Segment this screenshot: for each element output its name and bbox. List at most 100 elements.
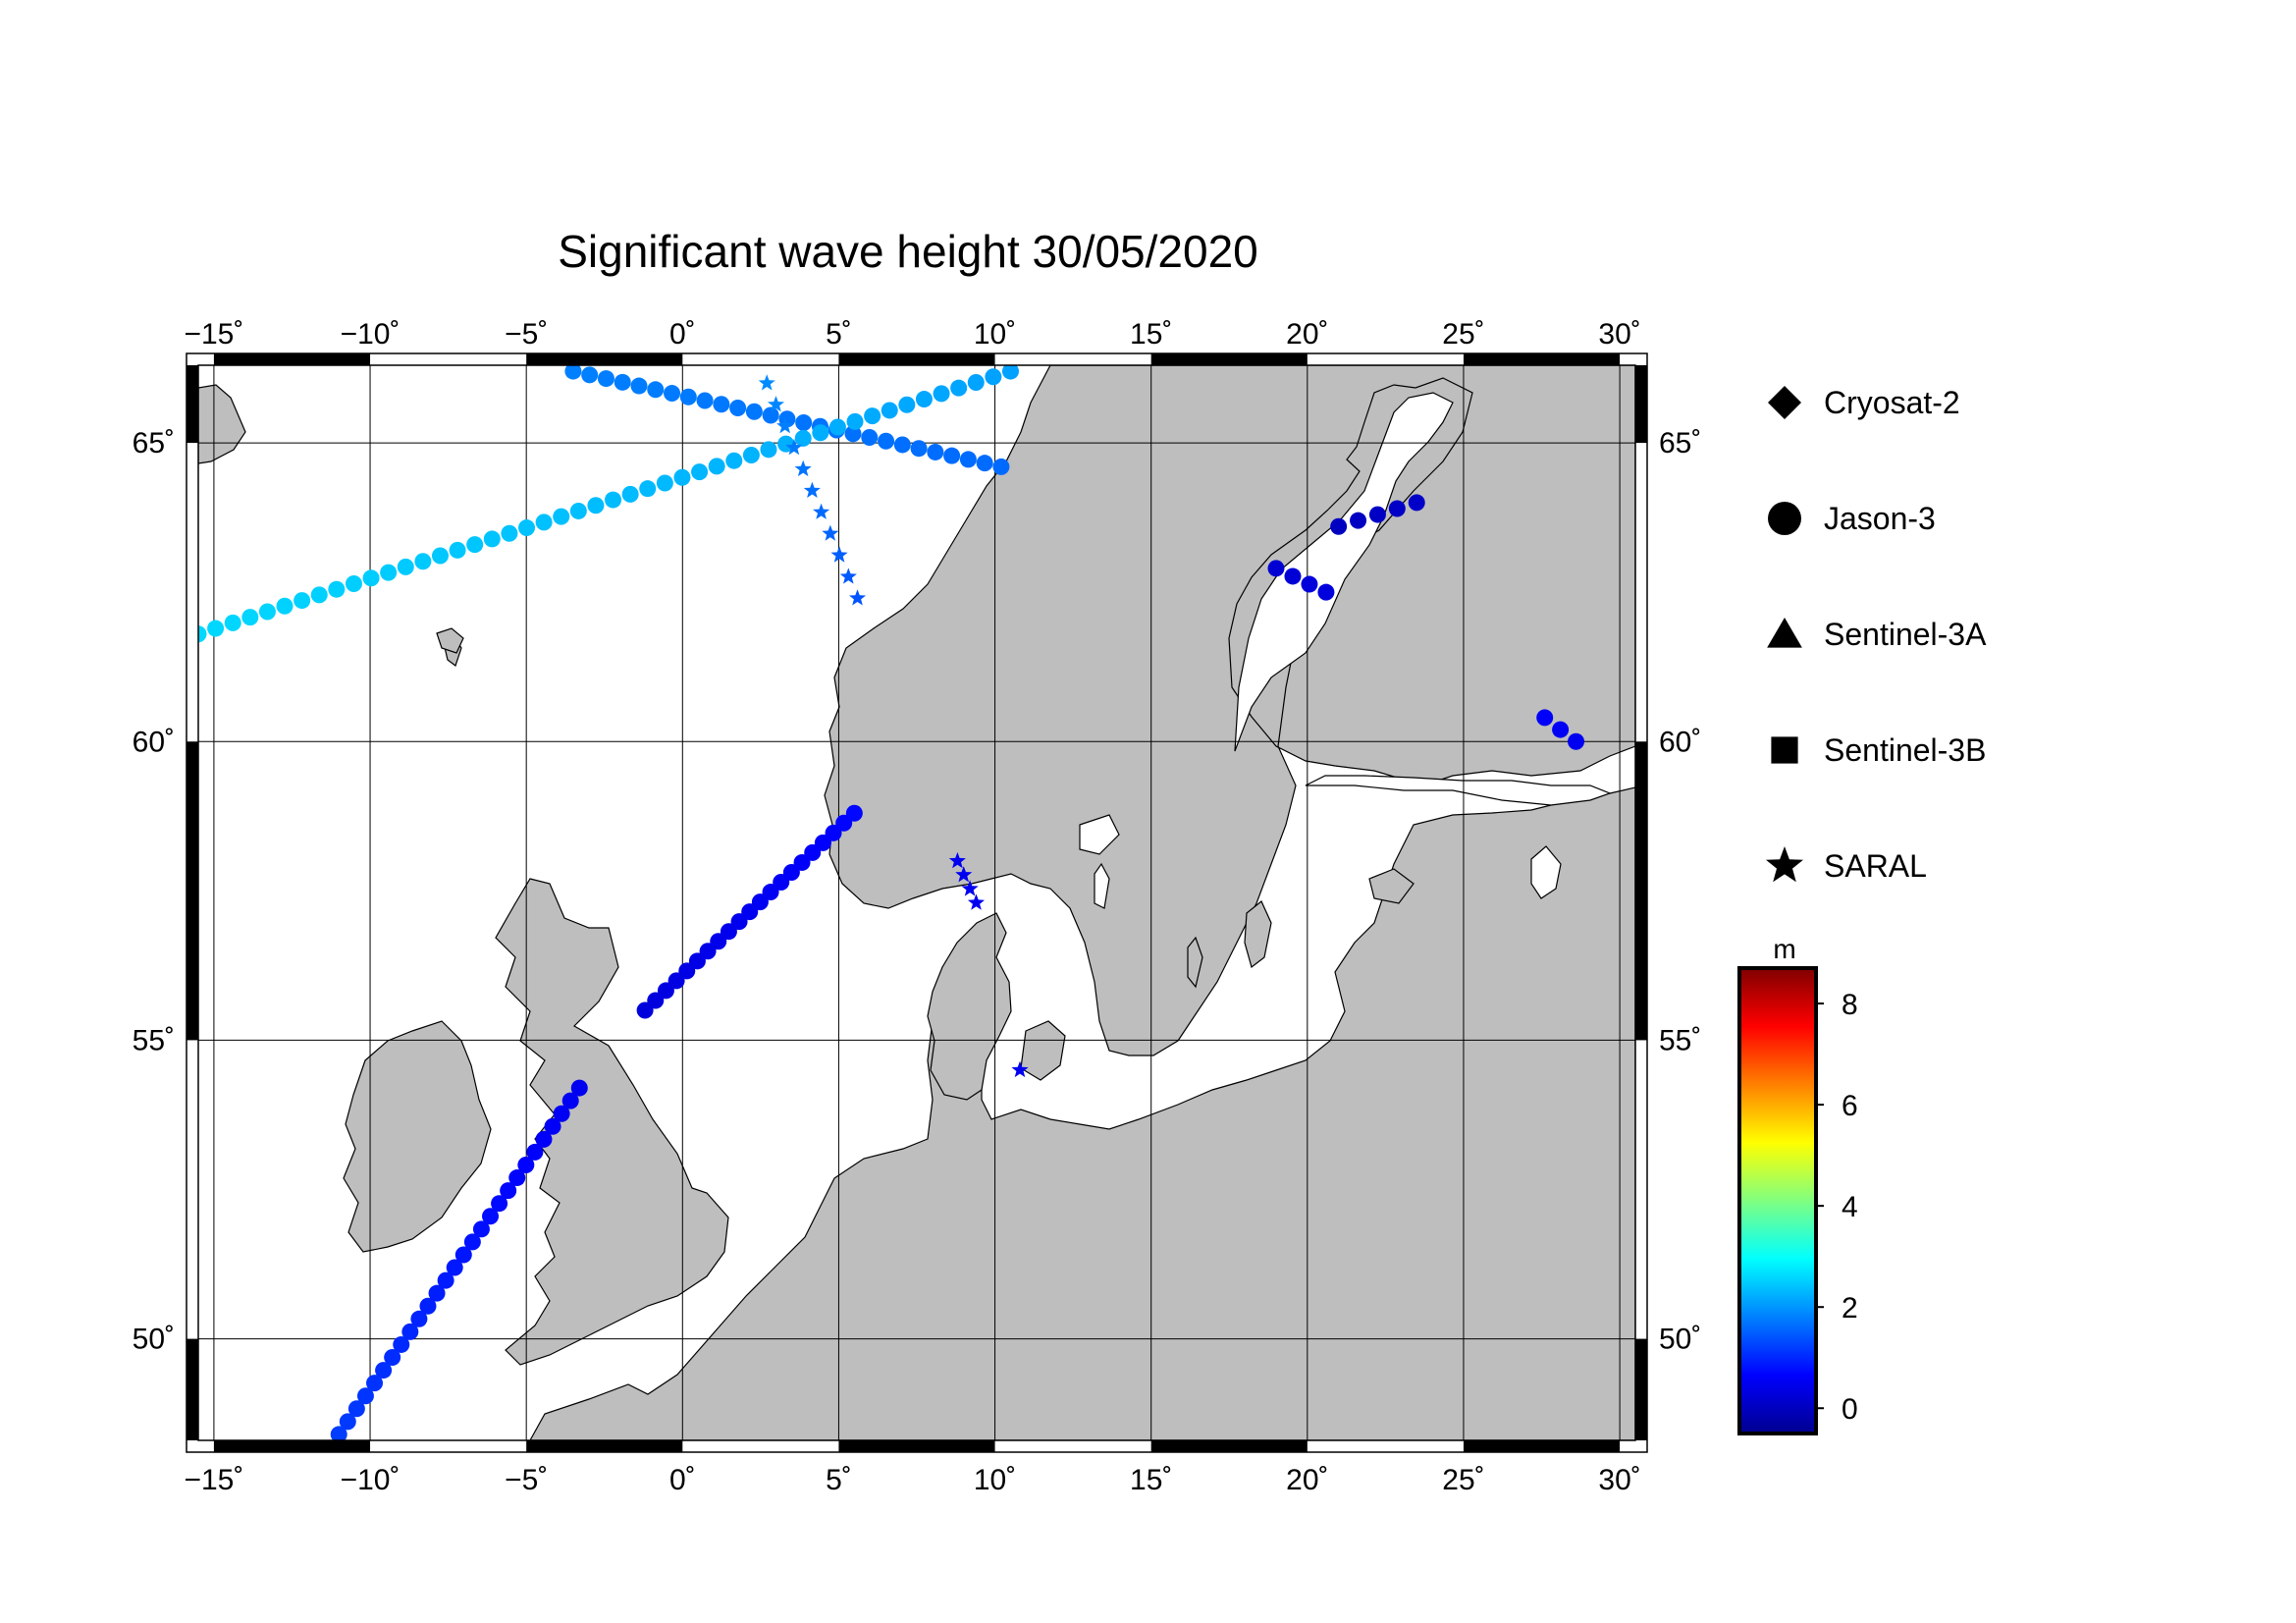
track-point-jason-3 xyxy=(760,441,777,459)
track-point-jason-3 xyxy=(864,407,881,425)
lat-tick-label-right: 55˚ xyxy=(1659,1024,1701,1056)
track-point-jason-3 xyxy=(483,530,501,548)
lon-tick-label-top: −5˚ xyxy=(505,318,548,351)
track-point-jason-3 xyxy=(630,377,648,395)
frame-bar-left xyxy=(187,1338,198,1440)
track-point-jason-3 xyxy=(384,1349,401,1367)
frame-bar-right xyxy=(1635,1338,1647,1440)
track-point-jason-3 xyxy=(967,373,985,391)
gulf-of-finland xyxy=(1305,775,1612,806)
track-point-jason-3 xyxy=(1408,494,1425,512)
colorbar-tick-label: 2 xyxy=(1842,1292,1858,1325)
track-point-saral xyxy=(961,880,979,896)
colorbar-gradient xyxy=(1737,966,1818,1435)
lon-tick-label-bottom: −10˚ xyxy=(341,1464,400,1496)
lake-vattern xyxy=(1094,862,1110,909)
track-point-jason-3 xyxy=(647,381,665,399)
track-point-jason-3 xyxy=(330,1426,347,1440)
track-point-saral xyxy=(967,893,985,910)
track-point-jason-3 xyxy=(636,1001,654,1019)
track-point-jason-3 xyxy=(1552,721,1570,738)
track-point-jason-3 xyxy=(915,391,933,408)
track-point-jason-3 xyxy=(397,558,414,575)
track-point-jason-3 xyxy=(446,1259,463,1276)
track-point-jason-3 xyxy=(656,474,673,492)
track-point-jason-3 xyxy=(362,569,380,587)
land-ireland xyxy=(343,1020,492,1253)
track-point-jason-3 xyxy=(825,824,842,841)
track-point-jason-3 xyxy=(679,388,697,406)
track-point-jason-3 xyxy=(795,413,813,431)
track-point-jason-3 xyxy=(1368,506,1386,523)
track-point-saral xyxy=(767,396,784,412)
colorbar: m 0 2 4 6 8 xyxy=(1737,934,1858,1435)
frame-bar-bottom xyxy=(1150,1440,1308,1452)
frame-bar-bottom xyxy=(526,1440,683,1452)
track-point-jason-3 xyxy=(898,396,916,413)
land-jutland xyxy=(927,912,1012,1101)
track-point-jason-3 xyxy=(812,424,829,442)
lon-tick-label-bottom: 25˚ xyxy=(1442,1464,1484,1496)
track-point-jason-3 xyxy=(328,580,346,598)
track-point-jason-3 xyxy=(1536,709,1554,727)
track-point-jason-3 xyxy=(678,962,696,980)
land-gotland xyxy=(1244,900,1272,969)
lon-tick-label-bottom: 5˚ xyxy=(826,1464,852,1496)
track-point-jason-3 xyxy=(782,863,800,881)
track-point-jason-3 xyxy=(339,1413,356,1431)
track-point-saral xyxy=(776,417,794,434)
track-point-jason-3 xyxy=(713,396,730,413)
satellite-legend: Cryosat-2 Jason-3 Sentinel-3A Sentinel-3B SA… xyxy=(1766,385,1987,884)
track-point-jason-3 xyxy=(861,428,879,446)
lat-tick-label-left: 50˚ xyxy=(133,1324,175,1356)
track-point-jason-3 xyxy=(380,564,398,581)
map-frame xyxy=(186,352,1648,1453)
frame-bar-top xyxy=(213,353,371,365)
lat-tick-label-right: 65˚ xyxy=(1659,427,1701,460)
lon-tick-label-bottom: 10˚ xyxy=(974,1464,1016,1496)
track-point-jason-3 xyxy=(428,1284,446,1302)
frame-bar-top xyxy=(1463,353,1621,365)
track-point-jason-3 xyxy=(482,1208,500,1225)
track-point-saral xyxy=(948,851,966,869)
frame-bar-right xyxy=(1635,741,1647,1041)
map-tick-labels: −15˚ −15˚ −10˚ −10˚ −5˚ −5˚ 0˚ 0˚ 5˚ 5˚ 10˚ 10˚ 15˚ 1… xyxy=(133,318,1702,1496)
track-point-jason-3 xyxy=(1267,560,1285,577)
track-point-jason-3 xyxy=(927,443,944,460)
track-point-jason-3 xyxy=(720,923,737,941)
track-point-saral xyxy=(839,568,857,584)
track-point-saral xyxy=(785,438,803,456)
track-point-jason-3 xyxy=(828,418,846,436)
track-point-jason-3 xyxy=(414,553,432,570)
frame-bar-left xyxy=(187,741,198,1041)
frame-bar-top xyxy=(526,353,683,365)
track-point-saral xyxy=(803,481,821,498)
legend-symbol-star xyxy=(1766,846,1803,883)
legend-label: Sentinel-3A xyxy=(1824,617,1987,652)
track-point-jason-3 xyxy=(356,1387,374,1405)
track-point-jason-3 xyxy=(725,452,743,469)
track-point-jason-3 xyxy=(1317,583,1335,601)
colorbar-tick-label: 6 xyxy=(1842,1090,1858,1122)
land-continental-europe xyxy=(529,786,1635,1440)
track-point-saral xyxy=(813,503,830,519)
track-point-jason-3 xyxy=(561,1092,579,1109)
lat-tick-label-left: 60˚ xyxy=(133,726,175,758)
track-point-jason-3 xyxy=(835,814,853,832)
track-point-jason-3 xyxy=(794,429,812,447)
map-title: Significant wave height 30/05/2020 xyxy=(558,226,1258,277)
track-point-jason-3 xyxy=(664,385,681,403)
track-point-jason-3 xyxy=(762,884,779,901)
lake-ladoga xyxy=(1530,845,1562,899)
track-point-jason-3 xyxy=(1388,500,1406,517)
frame-bar-bottom xyxy=(1463,1440,1621,1452)
track-point-saral xyxy=(758,374,775,391)
track-point-jason-3 xyxy=(814,834,831,851)
frame-bar-bottom xyxy=(213,1440,371,1452)
land-masses xyxy=(198,365,1635,1440)
track-point-jason-3 xyxy=(535,1130,553,1148)
legend-symbol-diamond xyxy=(1768,386,1801,419)
lon-tick-label-top: 15˚ xyxy=(1130,318,1172,351)
track-point-jason-3 xyxy=(501,524,518,542)
lon-tick-label-bottom: 20˚ xyxy=(1286,1464,1328,1496)
